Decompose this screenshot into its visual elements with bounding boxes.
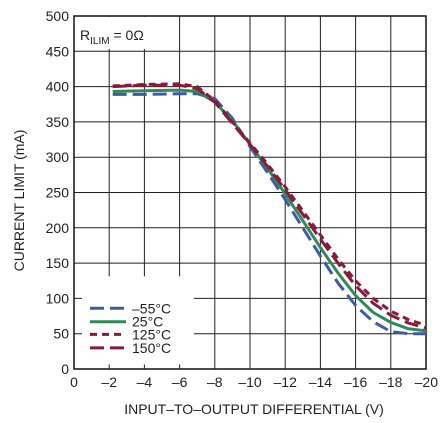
legend-label: 150°C [132,340,171,356]
y-tick-label: 0 [61,361,69,377]
x-tick-label: –18 [379,374,403,390]
legend-label: 125°C [132,326,171,342]
x-tick-label: –6 [172,374,188,390]
y-tick-label: 400 [46,79,70,95]
y-tick-label: 450 [46,43,70,59]
annotation-box [75,17,179,49]
x-tick-label: –10 [238,374,262,390]
x-tick-label: –20 [415,374,439,390]
legend-label: 25°C [132,314,163,330]
series-line [112,88,427,333]
y-tick-label: 200 [46,220,70,236]
y-tick-label: 250 [46,185,70,201]
series-layer [112,82,427,336]
y-tick-label: 300 [46,149,70,165]
x-tick-label: –12 [274,374,298,390]
series-line [112,82,427,327]
x-tick-label: –14 [309,374,333,390]
x-tick-label: –4 [137,374,153,390]
legend-label: –55°C [132,300,171,316]
y-tick-label: 350 [46,114,70,130]
x-tick-label: –16 [344,374,368,390]
x-tick-label: 0 [70,374,78,390]
y-tick-label: 150 [46,255,70,271]
y-tick-label: 500 [46,8,70,24]
x-axis-label: INPUT–TO–OUTPUT DIFFERENTIAL (V) [124,401,384,417]
annotation-subscript: ILIM [90,36,109,47]
plot-frame [73,15,427,370]
x-tick-label: –2 [101,374,117,390]
y-tick-label: 50 [53,326,69,342]
annotation-prefix: R [80,27,90,43]
y-tick-label: 100 [46,290,70,306]
y-axis-label: CURRENT LIMIT (mA) [11,130,27,272]
series-line [112,83,427,330]
resistor-annotation: RILIM = 0Ω [80,27,144,47]
series-line [112,92,426,336]
x-tick-label: –8 [207,374,223,390]
annotation-suffix: = 0Ω [110,27,144,43]
